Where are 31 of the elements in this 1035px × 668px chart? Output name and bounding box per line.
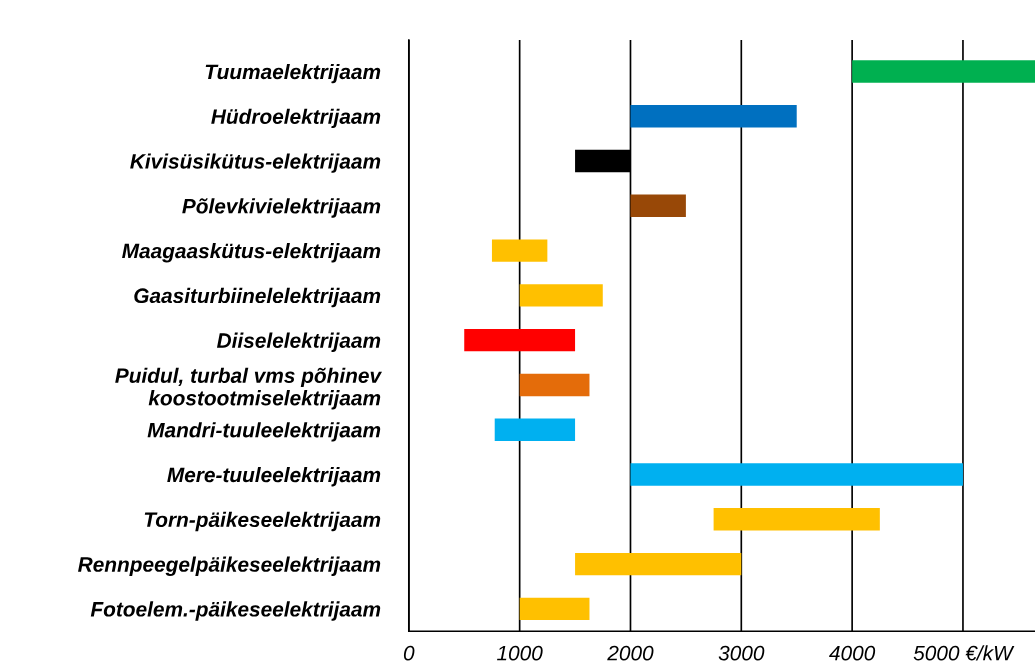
bar: [852, 60, 1035, 83]
bar: [519, 284, 603, 307]
x-tick-label: 3000: [718, 645, 765, 661]
y-tick-label: Diiselelektrijaam: [216, 332, 381, 353]
bar: [630, 105, 797, 128]
y-tick-label: Mandri-tuuleelektrijaam: [147, 422, 381, 442]
bar: [713, 508, 880, 531]
x-tick-label: 4000: [829, 645, 876, 661]
bar: [494, 418, 576, 441]
bar: [491, 239, 548, 262]
y-tick-label: Tuumaelektrijaam: [205, 63, 381, 84]
y-tick-label: Torn-päikeseelektrijaam: [144, 511, 381, 532]
y-tick-label: Kivisüsikütus-elektrijaam: [130, 153, 381, 173]
bar: [575, 552, 742, 576]
x-tick-label: 2000: [607, 645, 654, 661]
bar: [519, 597, 590, 621]
x-tick-label: 1000: [497, 645, 543, 661]
y-tick-label: Puidul, turbal vms põhinev koostootmiselektrijaam: [115, 367, 383, 410]
y-tick-label: Maagaaskütus-elektrijaam: [122, 243, 381, 263]
y-tick-label: Gaasiturbiinelelektrijaam: [134, 287, 381, 308]
bar: [630, 194, 686, 217]
y-tick-label: Mere-tuuleelektrijaam: [167, 466, 381, 487]
x-tick-label: 5000 €/kW: [913, 645, 1015, 661]
bar: [464, 328, 576, 352]
y-tick-label: Rennpeegelpäikeseelektrijaam: [78, 556, 381, 576]
bar: [630, 463, 963, 486]
y-tick-label: Põlevkivielektrijaam: [182, 198, 381, 218]
bar: [519, 373, 590, 397]
y-tick-label: Fotoelem.-päikeseelektrijaam: [90, 601, 381, 621]
x-tick-label: 0: [403, 645, 415, 661]
y-tick-label: Hüdroelektrijaam: [211, 108, 381, 129]
